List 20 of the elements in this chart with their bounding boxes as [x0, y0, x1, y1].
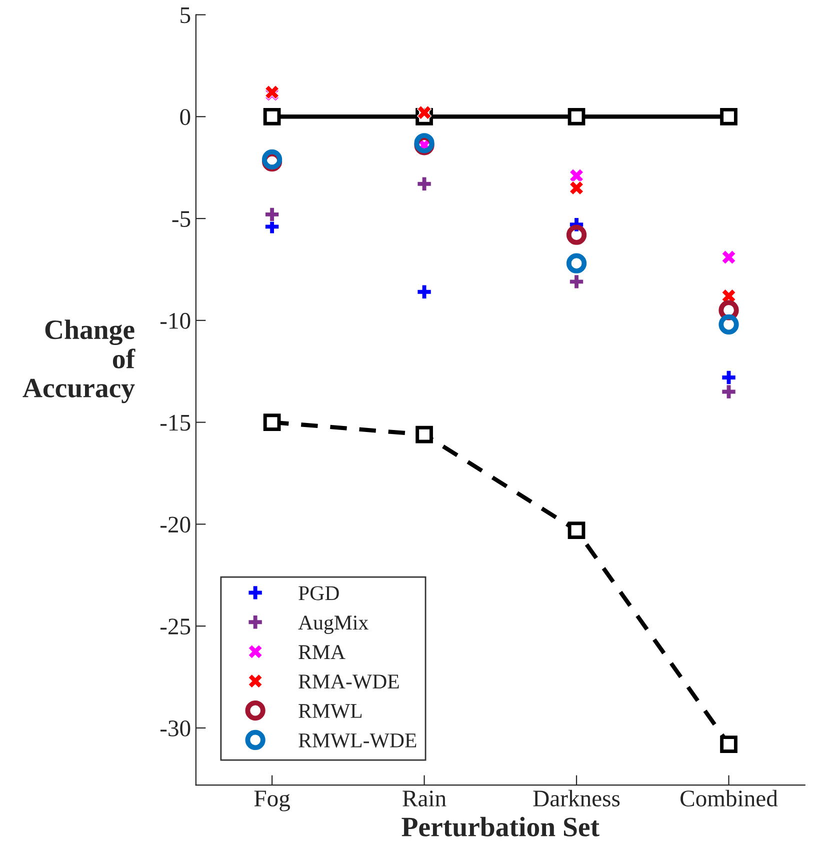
x-tick-label: Rain — [402, 790, 446, 806]
x-axis-title: Perturbation Set — [402, 816, 600, 836]
x-tick-label: Darkness — [533, 790, 620, 806]
y-tick-label: 5 — [180, 7, 190, 24]
legend-label: AugMix — [298, 616, 368, 634]
x-tick-label: Fog — [254, 790, 290, 812]
legend-label: RMWL-WDE — [298, 734, 416, 748]
y-tick-label: -5 — [172, 211, 190, 227]
y-tick-label: -30 — [160, 720, 190, 736]
y-tick-label: 0 — [180, 109, 190, 126]
y-tick-label: -10 — [160, 312, 190, 329]
y-tick-label: -20 — [160, 516, 190, 533]
legend-label: RMWL — [298, 704, 362, 718]
y-tick-label: -25 — [160, 618, 190, 634]
legend-label: PGD — [298, 586, 339, 600]
legend-label: RMA-WDE — [298, 674, 399, 689]
legend-label: RMA — [298, 645, 346, 659]
y-axis-title: Change of Accuracy — [22, 320, 136, 404]
x-tick-label: Combined — [680, 790, 778, 806]
y-tick-label: -15 — [160, 414, 190, 431]
